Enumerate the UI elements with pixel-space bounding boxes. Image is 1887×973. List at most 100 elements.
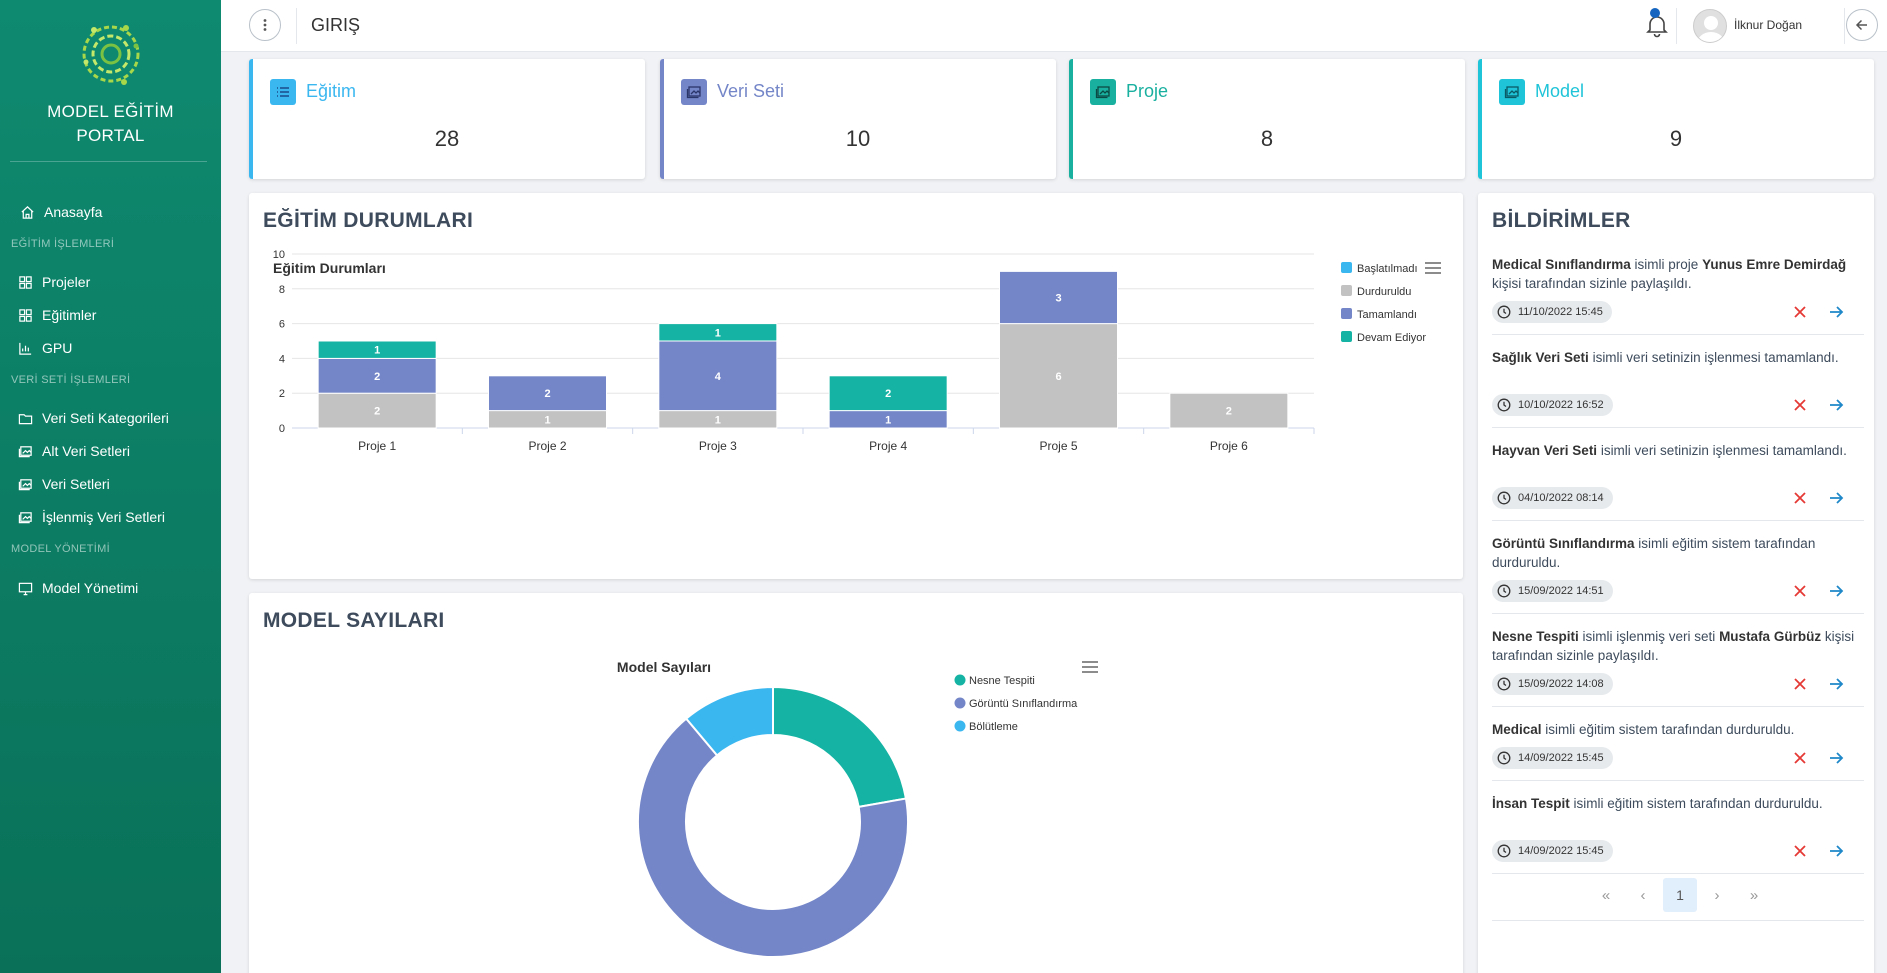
notification-subject: Görüntü Sınıflandırma <box>1492 536 1635 551</box>
data-label: 2 <box>374 406 380 418</box>
notification-time-label: 04/10/2022 08:14 <box>1518 492 1604 504</box>
logout-button[interactable] <box>1846 9 1878 41</box>
bar-segment[interactable] <box>317 340 437 359</box>
arrow-right-icon[interactable] <box>1827 582 1845 600</box>
legend-item[interactable]: Başlatılmadı <box>1341 262 1418 275</box>
clock-icon <box>1497 584 1511 598</box>
notification-dot <box>1650 8 1660 18</box>
stat-value: 28 <box>434 126 460 151</box>
arrow-right-icon[interactable] <box>1827 396 1845 414</box>
nav-processed-datasets[interactable]: İşlenmiş Veri Setleri <box>18 509 165 525</box>
legend-label: Başlatılmadı <box>1357 263 1418 275</box>
pagination: « ‹ 1 › » <box>1589 878 1774 912</box>
notification-time: 04/10/2022 08:14 <box>1492 487 1613 509</box>
pie-slice[interactable] <box>772 685 908 809</box>
stat-value: 10 <box>845 126 871 151</box>
divider <box>10 161 207 162</box>
nav-sub-datasets[interactable]: Alt Veri Setleri <box>18 443 130 459</box>
data-label: 1 <box>715 327 721 339</box>
nav-projects[interactable]: Projeler <box>18 274 90 290</box>
nav-home[interactable]: Anasayfa <box>20 204 102 220</box>
dismiss-icon[interactable] <box>1791 489 1809 507</box>
dismiss-icon[interactable] <box>1791 582 1809 600</box>
stat-accent <box>249 59 253 179</box>
nav-datasets[interactable]: Veri Setleri <box>18 476 110 492</box>
dismiss-icon[interactable] <box>1791 749 1809 767</box>
bar-segment[interactable] <box>999 323 1118 429</box>
dismiss-icon[interactable] <box>1791 842 1809 860</box>
bar-segment[interactable] <box>317 392 437 429</box>
notification-time-label: 11/10/2022 15:45 <box>1518 306 1603 318</box>
notification-text: İnsan Tespit isimli eğitim sistem tarafı… <box>1492 794 1857 813</box>
x-tick-label: Proje 4 <box>869 439 907 453</box>
page-button[interactable]: 1 <box>1663 878 1697 912</box>
dismiss-icon[interactable] <box>1791 303 1809 321</box>
stat-card-training[interactable]: Eğitim 28 <box>249 59 645 179</box>
legend-item[interactable]: Görüntü Sınıflandırma <box>954 697 1079 711</box>
legend-item[interactable]: Bölütleme <box>954 720 1018 734</box>
brand-line2: PORTAL <box>76 126 145 145</box>
bar-segment[interactable] <box>488 375 607 412</box>
chart-menu-button[interactable] <box>1078 658 1102 676</box>
legend-item[interactable]: Durduruldu <box>1341 285 1411 298</box>
nav-dataset-categories[interactable]: Veri Seti Kategorileri <box>18 410 169 426</box>
bar-segment[interactable] <box>658 323 778 342</box>
sidebar: MODEL EĞİTİM PORTAL Anasayfa EĞİTİM İŞLE… <box>0 0 221 973</box>
notification-subject: Yunus Emre Demirdağ <box>1702 257 1847 272</box>
stat-card-project[interactable]: Proje 8 <box>1069 59 1465 179</box>
stat-card-dataset[interactable]: Veri Seti 10 <box>660 59 1056 179</box>
arrow-right-icon[interactable] <box>1827 675 1845 693</box>
dismiss-icon[interactable] <box>1791 675 1809 693</box>
arrow-right-icon[interactable] <box>1827 749 1845 767</box>
panel-title: EĞİTİM DURUMLARI <box>263 209 474 232</box>
nav-trainings[interactable]: Eğitimler <box>18 307 96 323</box>
legend-label: Nesne Tespiti <box>969 675 1035 687</box>
arrow-right-icon[interactable] <box>1827 489 1845 507</box>
model-counts-chart: Model Sayıları Nesne Tespiti Görüntü Sınıf… <box>617 658 1102 958</box>
legend-item[interactable]: Tamamlandı <box>1341 308 1417 321</box>
stat-label: Proje <box>1126 81 1169 101</box>
bar-segment[interactable] <box>999 270 1118 325</box>
notification-bell-icon[interactable] <box>1644 12 1670 38</box>
chart-menu-button[interactable] <box>1421 259 1445 277</box>
bar-segment[interactable] <box>828 375 948 412</box>
nav-gpu[interactable]: GPU <box>18 340 72 356</box>
divider <box>1492 613 1864 614</box>
model-counts-panel: MODEL SAYILARI Model Sayıları Nesne Tespi… <box>249 593 1463 973</box>
first-page-button[interactable]: « <box>1601 886 1611 904</box>
images-icon <box>18 445 32 457</box>
next-page-button[interactable]: › <box>1714 886 1720 904</box>
notification-time-label: 14/09/2022 15:45 <box>1518 752 1604 764</box>
notification-subject: Nesne Tespiti <box>1492 629 1579 644</box>
notification-message: kişisi tarafından sizinle paylaşıldı. <box>1492 276 1692 291</box>
avatar[interactable] <box>1693 9 1727 43</box>
arrow-right-icon[interactable] <box>1827 303 1845 321</box>
grid-icon <box>19 275 32 289</box>
prev-page-button[interactable]: ‹ <box>1640 886 1646 904</box>
x-tick-label: Proje 6 <box>1210 439 1248 453</box>
notification-text: Sağlık Veri Seti isimli veri setinizin i… <box>1492 348 1857 367</box>
legend-swatch <box>954 674 966 686</box>
notification-text: Görüntü Sınıflandırma isimli eğitim sist… <box>1492 534 1857 572</box>
clock-icon <box>1497 305 1511 319</box>
stat-accent <box>660 59 664 179</box>
last-page-button[interactable]: » <box>1749 886 1759 904</box>
image-icon <box>681 79 707 105</box>
bar-segment[interactable] <box>1169 392 1289 429</box>
clock-icon <box>1497 677 1511 691</box>
stat-card-model[interactable]: Model 9 <box>1478 59 1874 179</box>
nav-model-management[interactable]: Model Yönetimi <box>18 580 138 596</box>
dismiss-icon[interactable] <box>1791 396 1809 414</box>
notification-time: 15/09/2022 14:51 <box>1492 580 1613 602</box>
legend-item[interactable]: Nesne Tespiti <box>954 674 1035 688</box>
divider <box>296 8 297 44</box>
legend-item[interactable]: Devam Ediyor <box>1341 331 1426 344</box>
menu-button[interactable] <box>249 9 281 41</box>
user-name: İlknur Doğan <box>1734 18 1803 32</box>
bar-segment[interactable] <box>317 357 437 394</box>
divider <box>1492 427 1864 428</box>
pie-slice[interactable] <box>684 685 774 757</box>
arrow-right-icon[interactable] <box>1827 842 1845 860</box>
portal-brand: MODEL EĞİTİM PORTAL <box>0 100 221 148</box>
pie-slice[interactable] <box>637 717 909 958</box>
